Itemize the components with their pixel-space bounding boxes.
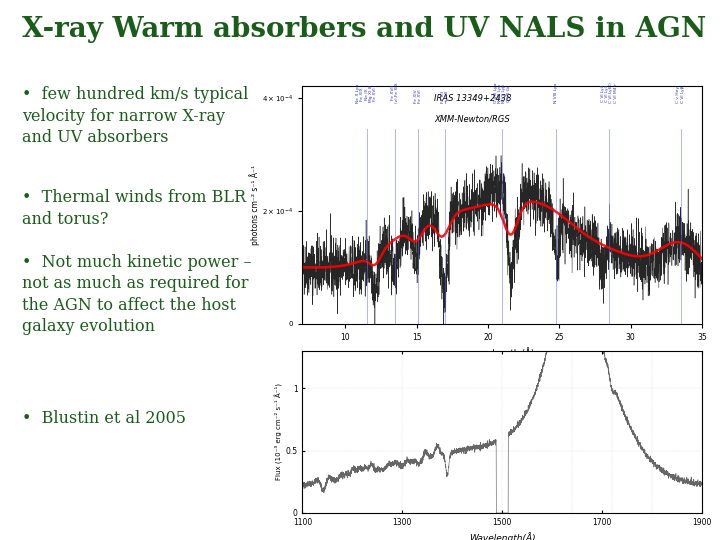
Text: O VIII Lyα
N VII Lyα
N VII Lyβ
O VII Gr: O VIII Lyα N VII Lyα N VII Lyβ O VII Gr [494, 83, 510, 103]
Text: •  Not much kinetic power –
not as much as required for
the AGN to affect the ho: • Not much kinetic power – not as much a… [22, 254, 251, 335]
Text: Fe XVII
(z),Fe XIX: Fe XVII (z),Fe XIX [391, 83, 400, 103]
Text: Fe XIV
Fe XVI: Fe XIV Fe XVI [414, 90, 422, 103]
Text: C VI Ly4
C VI Ly3
C VI Ly6()
C VI M4+: C VI Ly4 C VI Ly3 C VI Ly6() C VI M4+ [600, 83, 618, 103]
X-axis label: wavelength (Å): wavelength (Å) [470, 348, 534, 359]
Text: C v Heγ
C VI Lyβ: C v Heγ C VI Lyβ [677, 86, 685, 103]
Text: Ne X Lyα
Fe XIX
Ne IX
Mg XI III
Fe XVI: Ne X Lyα Fe XIX Ne IX Mg XI III Fe XVI [356, 84, 377, 103]
Y-axis label: Flux (10⁻³ erg cm⁻² s⁻¹ Å⁻¹): Flux (10⁻³ erg cm⁻² s⁻¹ Å⁻¹) [274, 383, 283, 481]
Text: •  Blustin et al 2005: • Blustin et al 2005 [22, 410, 186, 427]
Text: IRAS 13349+2438: IRAS 13349+2438 [434, 93, 512, 103]
Text: XMM-Newton/RGS: XMM-Newton/RGS [434, 115, 510, 124]
Text: X-ray Warm absorbers and UV NALS in AGN: X-ray Warm absorbers and UV NALS in AGN [22, 16, 706, 43]
Text: •  few hundred km/s typical
velocity for narrow X-ray
and UV absorbers: • few hundred km/s typical velocity for … [22, 86, 248, 146]
X-axis label: Wavelength(Å): Wavelength(Å) [469, 532, 536, 540]
Text: •  Thermal winds from BLR
and torus?: • Thermal winds from BLR and torus? [22, 189, 246, 227]
Y-axis label: photons cm⁻² s⁻¹ Å⁻¹: photons cm⁻² s⁻¹ Å⁻¹ [248, 165, 260, 245]
Text: N VIII Lyα: N VIII Lyα [554, 83, 559, 103]
Text: Fe VII
→  NII: Fe VII → NII [441, 91, 449, 103]
